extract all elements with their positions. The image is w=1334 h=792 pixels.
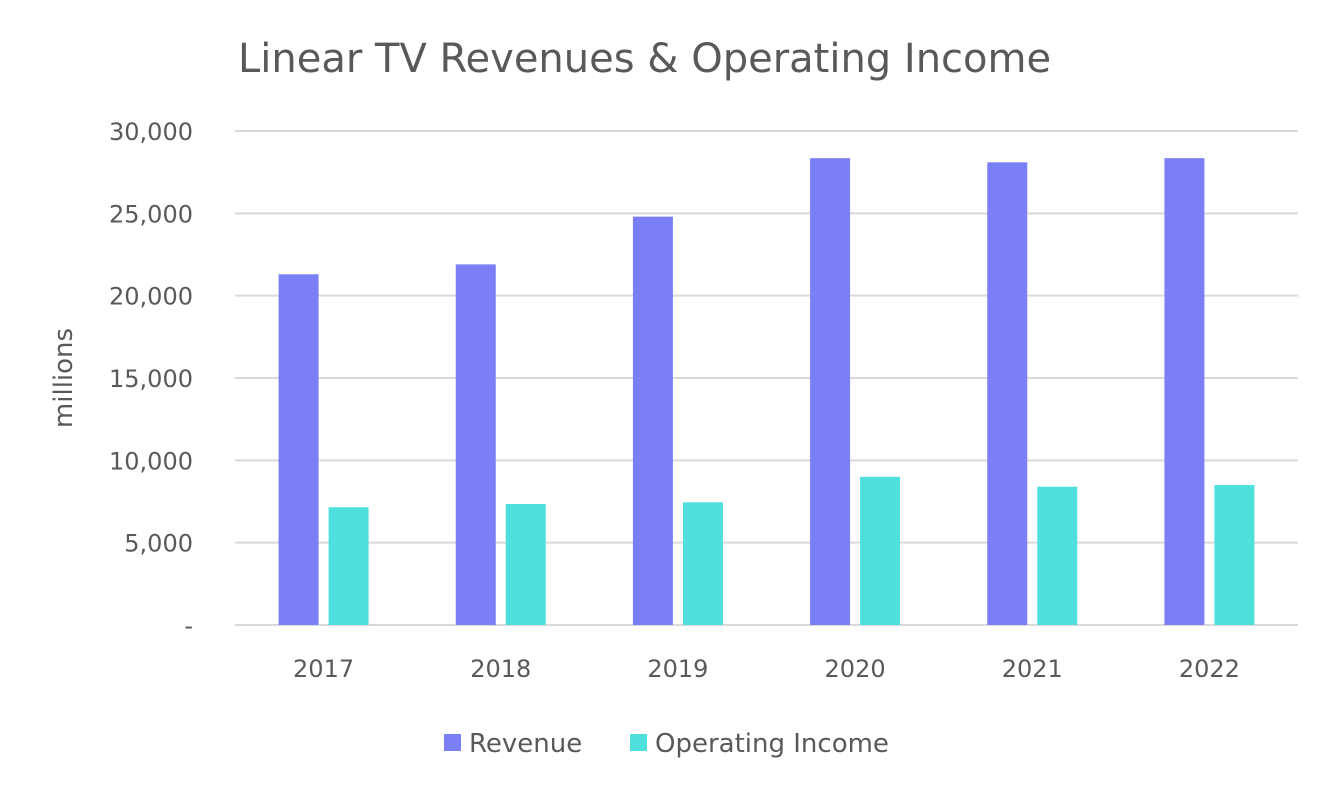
y-tick-label: 15,000 bbox=[109, 365, 193, 393]
bar-revenue-2017 bbox=[278, 274, 319, 625]
bar-operating-income-2017 bbox=[328, 507, 369, 625]
x-tick-label: 2019 bbox=[647, 655, 708, 683]
chart-title: Linear TV Revenues & Operating Income bbox=[238, 36, 1051, 82]
y-tick-label: - bbox=[184, 612, 193, 640]
y-tick-label: 10,000 bbox=[109, 447, 193, 475]
bar-operating-income-2020 bbox=[860, 476, 901, 625]
bars bbox=[278, 158, 1255, 626]
bar-revenue-2019 bbox=[632, 216, 673, 626]
x-axis-ticks: 2017 2018 2019 2020 2021 2022 bbox=[293, 655, 1240, 683]
bar-operating-income-2018 bbox=[505, 503, 546, 625]
bar-revenue-2018 bbox=[455, 264, 496, 625]
legend-label: Operating Income bbox=[655, 729, 889, 759]
x-tick-label: 2018 bbox=[470, 655, 531, 683]
y-tick-label: 25,000 bbox=[109, 200, 193, 228]
x-tick-label: 2021 bbox=[1002, 655, 1063, 683]
y-tick-label: 20,000 bbox=[109, 283, 193, 311]
y-tick-label: 30,000 bbox=[109, 118, 193, 146]
bar-revenue-2022 bbox=[1164, 158, 1205, 626]
bar-operating-income-2021 bbox=[1037, 486, 1078, 625]
bar-operating-income-2022 bbox=[1214, 485, 1255, 625]
bar-operating-income-2019 bbox=[682, 502, 723, 625]
x-tick-label: 2020 bbox=[825, 655, 886, 683]
legend-label: Revenue bbox=[469, 729, 582, 759]
gridlines bbox=[235, 130, 1298, 626]
bar-revenue-2021 bbox=[987, 162, 1028, 625]
y-axis-label: millions bbox=[49, 328, 79, 428]
x-tick-label: 2022 bbox=[1179, 655, 1240, 683]
x-tick-label: 2017 bbox=[293, 655, 354, 683]
legend-swatch bbox=[630, 734, 647, 751]
y-axis-ticks: - 5,000 10,000 15,000 20,000 25,000 30,000 bbox=[109, 118, 193, 640]
legend-swatch bbox=[444, 734, 461, 751]
y-tick-label: 5,000 bbox=[124, 530, 193, 558]
bar-revenue-2020 bbox=[810, 158, 851, 626]
legend: Revenue Operating Income bbox=[444, 729, 889, 759]
